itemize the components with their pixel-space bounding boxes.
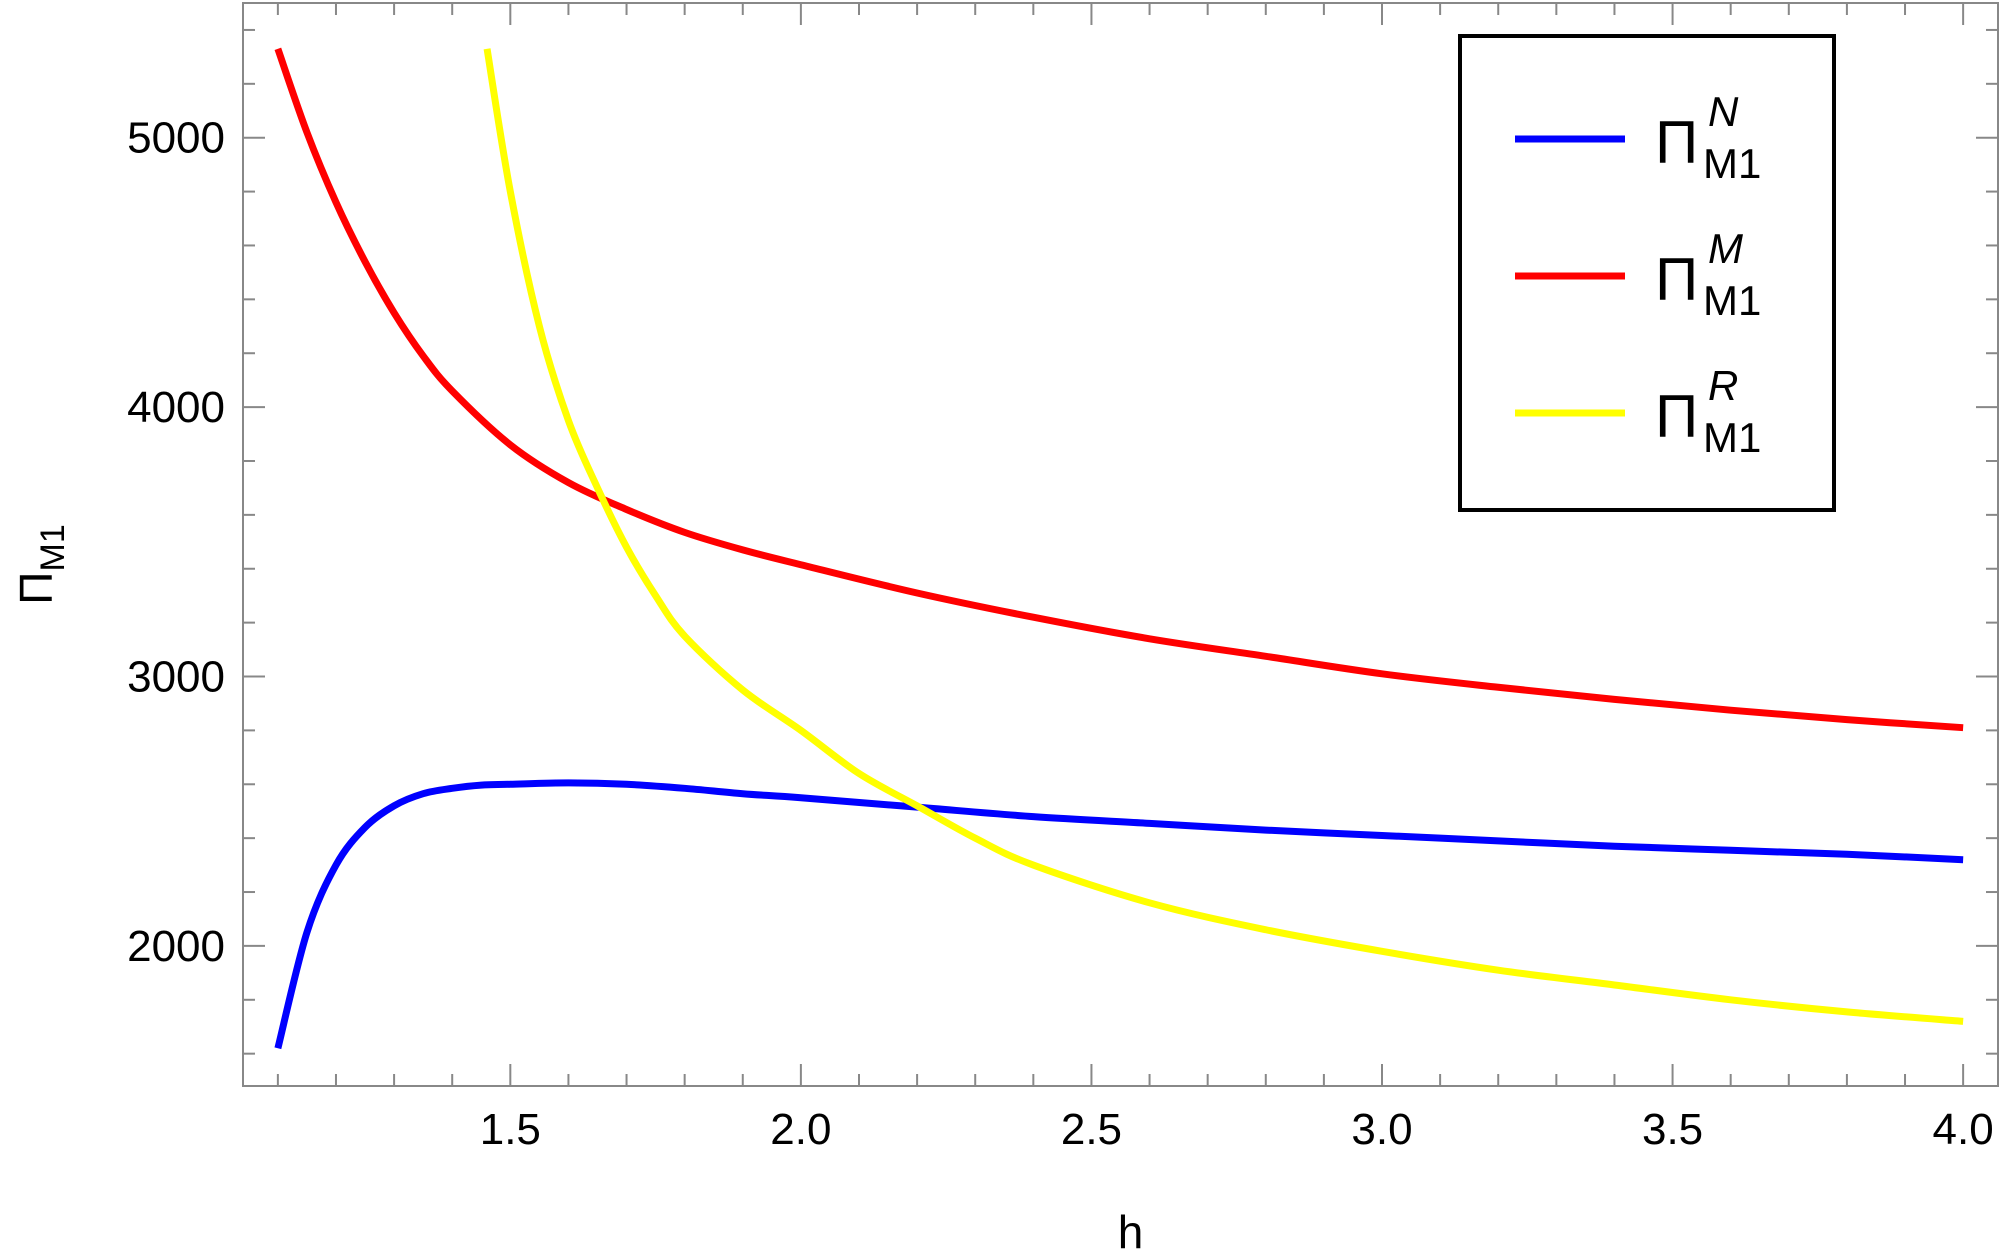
- legend-superscript: R: [1708, 362, 1738, 409]
- y-tick-label: 3000: [127, 653, 225, 702]
- x-tick-label: 2.0: [770, 1105, 831, 1154]
- plot-frame: [242, 2, 1999, 1087]
- legend-item-m: Π M M1: [1515, 225, 1761, 324]
- legend-symbol: Π: [1655, 383, 1698, 450]
- y-tick-label: 2000: [127, 922, 225, 971]
- legend-item-n: Π N M1: [1515, 88, 1761, 187]
- x-tick-label: 2.5: [1061, 1105, 1122, 1154]
- svg-text:ΠM1: ΠM1: [10, 524, 72, 604]
- x-tick-label: 3.0: [1351, 1105, 1412, 1154]
- x-tick-label: 3.5: [1642, 1105, 1703, 1154]
- legend-symbol: Π: [1655, 246, 1698, 313]
- y-axis-label: ΠM1: [10, 524, 72, 604]
- legend-subscript: M1: [1703, 277, 1761, 324]
- legend-superscript: M: [1708, 225, 1743, 272]
- y-tick-label: 4000: [127, 383, 225, 432]
- series-r-line: [483, 48, 1964, 1025]
- x-tick-label: 4.0: [1933, 1105, 1994, 1154]
- legend-subscript: M1: [1703, 140, 1761, 187]
- series-n-line: [274, 779, 1964, 1050]
- series-m-line: [274, 47, 1964, 732]
- legend-subscript: M1: [1703, 414, 1761, 461]
- y-axis-label-base: Π: [10, 572, 62, 605]
- legend-symbol: Π: [1655, 109, 1698, 176]
- legend-item-r: Π R M1: [1515, 362, 1761, 461]
- axes: [242, 2, 1999, 1087]
- y-axis-label-sub: M1: [34, 524, 72, 571]
- legend-superscript: N: [1708, 88, 1739, 135]
- x-tick-label: 1.5: [480, 1105, 541, 1154]
- x-axis-label: h: [1118, 1206, 1144, 1258]
- y-tick-label: 5000: [127, 114, 225, 163]
- series-layer: [274, 47, 1964, 1050]
